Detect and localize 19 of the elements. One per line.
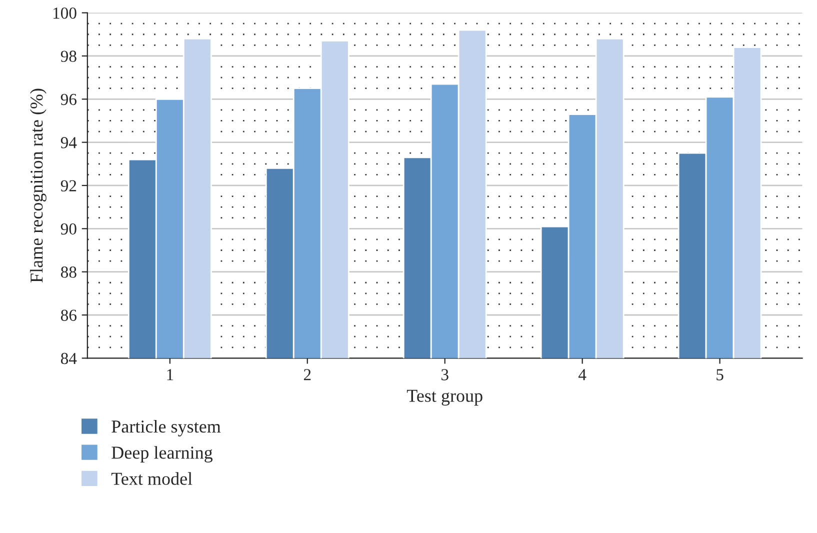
y-axis-title: Flame recognition rate (%) bbox=[30, 88, 46, 282]
y-tick-label: 92 bbox=[60, 180, 76, 192]
legend-label: Deep learning bbox=[112, 446, 213, 463]
y-tick-label: 100 bbox=[53, 7, 76, 19]
y-tick-label: 94 bbox=[60, 137, 77, 148]
y-tick-label: 84 bbox=[60, 352, 77, 364]
legend-label: Particle system bbox=[112, 420, 221, 436]
x-tick-label: 2 bbox=[304, 369, 311, 380]
x-tick-label: 3 bbox=[441, 369, 448, 380]
x-tick-label: 4 bbox=[578, 369, 586, 380]
x-tick-label: 5 bbox=[716, 369, 724, 380]
y-tick-label: 98 bbox=[60, 50, 76, 62]
y-tick-label: 88 bbox=[60, 266, 76, 278]
x-tick-label: 1 bbox=[167, 369, 174, 380]
y-tick-label: 86 bbox=[60, 310, 77, 321]
y-tick-label: 96 bbox=[60, 94, 77, 106]
y-tick-label: 90 bbox=[60, 223, 76, 235]
legend-label: Text model bbox=[111, 472, 192, 485]
x-axis-title: Test group bbox=[406, 390, 482, 406]
